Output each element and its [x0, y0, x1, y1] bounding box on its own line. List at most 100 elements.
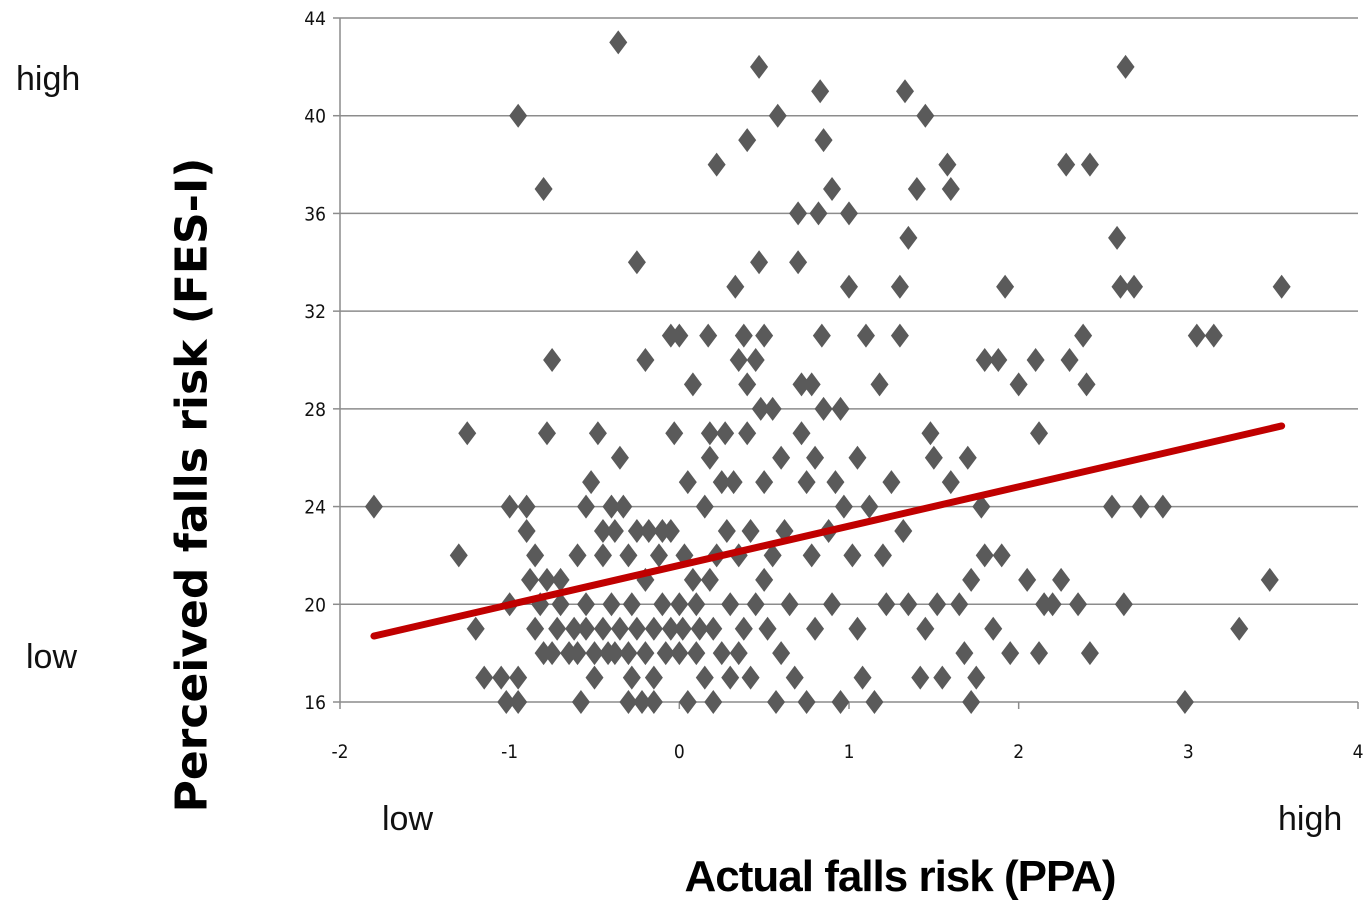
- data-point: [962, 690, 981, 714]
- data-point: [734, 616, 753, 641]
- data-point: [1187, 323, 1206, 348]
- data-point: [865, 690, 884, 714]
- y-high-label: high: [16, 60, 81, 98]
- data-point: [763, 543, 782, 568]
- data-point: [806, 616, 825, 641]
- data-point: [890, 323, 909, 348]
- data-point: [568, 543, 587, 568]
- data-point: [831, 396, 850, 421]
- data-point: [656, 641, 675, 666]
- data-point: [683, 567, 702, 592]
- y-tick-labels: 16 20 24 28 32 36 40 44: [304, 8, 326, 714]
- data-point: [716, 421, 735, 446]
- data-point: [814, 128, 833, 153]
- data-point: [704, 690, 723, 714]
- data-point: [911, 665, 930, 690]
- data-point: [738, 128, 757, 153]
- data-point: [738, 421, 757, 446]
- data-point: [644, 665, 663, 690]
- data-point: [602, 592, 621, 617]
- data-point: [870, 372, 889, 397]
- data-point: [729, 641, 748, 666]
- data-point: [661, 519, 680, 543]
- data-point: [627, 616, 646, 641]
- data-point: [899, 592, 918, 617]
- data-point: [823, 177, 842, 201]
- data-point: [729, 348, 748, 372]
- x-low-label: low: [382, 800, 434, 838]
- data-point: [534, 177, 553, 201]
- data-point: [678, 470, 697, 495]
- data-point: [967, 665, 986, 690]
- data-point: [683, 372, 702, 397]
- data-point: [700, 567, 719, 592]
- data-point: [593, 543, 612, 568]
- data-point: [928, 592, 947, 617]
- data-point: [823, 592, 842, 617]
- data-point: [843, 543, 862, 568]
- data-point: [466, 616, 485, 641]
- data-point: [741, 665, 760, 690]
- data-point: [509, 665, 528, 690]
- data-point: [882, 470, 901, 495]
- data-point: [700, 445, 719, 470]
- data-point: [840, 274, 858, 299]
- data-point: [636, 641, 655, 666]
- data-point: [924, 445, 943, 470]
- x-tick-label: -2: [331, 741, 348, 763]
- y-tick-label: 36: [304, 203, 326, 225]
- y-tick-label: 28: [304, 399, 326, 421]
- trend-line: [370, 422, 1286, 640]
- data-point: [610, 445, 629, 470]
- data-point: [984, 616, 1003, 641]
- data-point: [588, 421, 607, 446]
- y-tick-label: 40: [304, 106, 326, 128]
- data-point: [1074, 323, 1093, 348]
- data-point: [772, 641, 791, 666]
- data-point: [860, 494, 879, 519]
- data-point: [1069, 592, 1088, 617]
- data-point: [721, 592, 740, 617]
- data-point: [605, 641, 624, 666]
- data-point: [690, 616, 709, 641]
- data-point: [644, 690, 663, 714]
- data-point: [741, 519, 760, 543]
- data-point: [916, 103, 935, 128]
- data-point: [1260, 567, 1279, 592]
- data-point: [767, 690, 786, 714]
- data-point: [802, 543, 821, 568]
- data-point: [916, 616, 935, 641]
- data-point: [458, 421, 477, 446]
- data-point: [1030, 421, 1049, 446]
- data-point: [958, 445, 977, 470]
- data-point: [1108, 225, 1127, 250]
- axes: [333, 17, 1359, 709]
- data-point: [1043, 592, 1062, 617]
- data-point: [853, 665, 872, 690]
- data-point: [497, 690, 516, 714]
- data-point: [848, 616, 867, 641]
- data-point: [521, 567, 540, 592]
- y-tick-label: 24: [304, 497, 326, 519]
- data-point: [814, 396, 833, 421]
- data-point: [1204, 323, 1223, 348]
- data-point: [1080, 152, 1099, 177]
- y-tick-label: 32: [304, 301, 326, 323]
- data-point: [1230, 616, 1249, 641]
- data-point: [653, 592, 672, 617]
- y-tick-label: 16: [304, 692, 326, 714]
- data-point: [449, 543, 468, 568]
- data-point: [955, 641, 974, 666]
- data-point: [755, 567, 774, 592]
- data-point: [565, 616, 584, 641]
- data-point: [763, 396, 782, 421]
- data-point: [1026, 348, 1045, 372]
- data-point: [585, 641, 604, 666]
- data-point: [746, 592, 765, 617]
- data-point: [856, 323, 875, 348]
- data-point: [809, 201, 828, 226]
- data-point: [941, 470, 960, 495]
- trendline-group: [370, 422, 1286, 640]
- y-axis-title: Perceived falls risk (FES-I): [166, 157, 218, 813]
- data-point: [755, 323, 774, 348]
